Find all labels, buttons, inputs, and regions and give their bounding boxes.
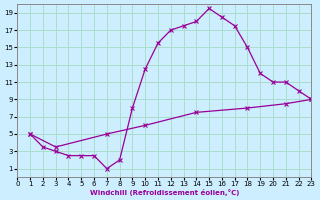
X-axis label: Windchill (Refroidissement éolien,°C): Windchill (Refroidissement éolien,°C) — [90, 189, 239, 196]
